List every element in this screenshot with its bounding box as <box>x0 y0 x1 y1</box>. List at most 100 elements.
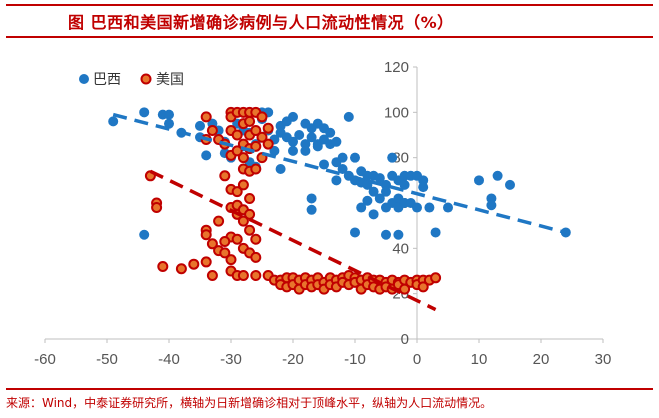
usa-point <box>219 170 231 182</box>
brazil-point <box>362 195 373 206</box>
brazil-point <box>368 186 379 197</box>
usa-point <box>256 111 268 123</box>
usa-point <box>250 140 262 152</box>
usa-point <box>206 124 218 136</box>
usa-point <box>244 208 256 220</box>
brazil-point <box>300 145 311 156</box>
brazil-point <box>108 116 119 127</box>
brazil-point <box>368 209 379 220</box>
brazil-point <box>164 109 174 120</box>
x-tick-label: -50 <box>96 351 118 368</box>
brazil-point <box>331 175 342 186</box>
source-note: 来源：Wind，中泰证券研究所，横轴为日新增确诊相对于顶峰水平，纵轴为人口流动情… <box>6 395 493 410</box>
y-tick-label: 100 <box>384 104 409 121</box>
x-tick-label: -40 <box>158 351 180 368</box>
usa-point <box>430 272 442 284</box>
usa-point <box>200 256 212 268</box>
brazil-point <box>306 204 317 215</box>
brazil-point <box>387 152 398 163</box>
brazil-point <box>505 179 515 190</box>
usa-point <box>399 283 411 295</box>
y-tick-label: 40 <box>392 240 409 257</box>
brazil-point <box>306 193 317 204</box>
brazil-point <box>201 150 212 161</box>
brazil-point <box>195 120 205 131</box>
usa-point <box>219 247 231 259</box>
x-tick-label: -60 <box>34 351 56 368</box>
figure-title: 图 巴西和美国新增确诊病例与人口流动性情况（%） <box>68 13 454 32</box>
usa-point <box>262 122 274 134</box>
brazil-point <box>294 130 305 140</box>
usa-point <box>206 238 218 250</box>
brazil-point <box>486 200 497 211</box>
brazil-trendline <box>112 112 567 235</box>
usa-point <box>231 129 243 141</box>
brazil-point <box>139 107 150 118</box>
brazil-point <box>356 202 367 213</box>
usa-point <box>231 145 243 157</box>
brazil-point <box>319 159 329 170</box>
title-bar: 图 巴西和美国新增确诊病例与人口流动性情况（%） <box>6 4 653 38</box>
brazil-point <box>269 145 280 156</box>
y-tick-label: 120 <box>384 59 409 76</box>
brazil-point <box>325 127 336 138</box>
usa-point <box>250 251 262 263</box>
x-tick-label: 0 <box>413 351 421 368</box>
x-tick-label: -10 <box>344 351 366 368</box>
usa-point <box>250 233 262 245</box>
usa-point <box>200 229 212 241</box>
y-tick-label: 80 <box>392 150 409 167</box>
brazil-point <box>374 173 385 184</box>
brazil-point <box>374 193 385 204</box>
brazil-point <box>337 164 348 174</box>
brazil-point <box>288 111 298 122</box>
brazil-point <box>139 229 150 240</box>
usa-trendline <box>149 169 437 312</box>
usa-point <box>188 258 200 270</box>
y-tick-label: 0 <box>401 331 409 348</box>
usa-point <box>157 260 169 272</box>
brazil-point <box>312 141 323 152</box>
usa-point <box>231 233 243 245</box>
usa-point <box>237 152 249 164</box>
usa-point <box>244 224 256 236</box>
usa-point <box>213 215 225 227</box>
legend-usa-label: 美国 <box>156 72 184 88</box>
usa-point <box>244 192 256 204</box>
usa-point <box>244 115 256 127</box>
legend-usa-marker <box>140 73 152 85</box>
brazil-point <box>443 202 453 213</box>
brazil-point <box>381 229 391 240</box>
x-tick-label: 30 <box>595 351 612 368</box>
usa-point <box>225 254 237 266</box>
brazil-point <box>288 136 298 147</box>
brazil-point <box>492 170 503 181</box>
brazil-point <box>337 152 348 163</box>
usa-point <box>256 131 268 143</box>
usa-point <box>206 270 218 282</box>
brazil-point <box>474 175 484 186</box>
brazil-point <box>430 227 441 238</box>
brazil-point <box>343 111 354 122</box>
usa-point <box>200 111 212 123</box>
usa-point <box>237 270 249 282</box>
brazil-point <box>350 152 360 163</box>
brazil-point <box>164 118 174 129</box>
usa-point <box>231 186 243 198</box>
brazil-point <box>393 229 404 240</box>
x-tick-label: -20 <box>282 351 304 368</box>
x-tick-label: 20 <box>533 351 550 368</box>
x-tick-label: -30 <box>220 351 242 368</box>
brazil-point <box>399 179 410 190</box>
brazil-point <box>424 202 435 213</box>
brazil-point <box>306 132 317 143</box>
usa-point <box>250 163 262 175</box>
legend-brazil-label: 巴西 <box>93 72 121 88</box>
usa-point <box>219 236 231 248</box>
brazil-point <box>381 186 391 197</box>
usa-point <box>417 281 429 293</box>
source-bar: 来源：Wind，中泰证券研究所，横轴为日新增确诊相对于顶峰水平，纵轴为人口流动情… <box>6 388 653 414</box>
brazil-point <box>275 164 286 174</box>
brazil-point <box>288 145 298 156</box>
